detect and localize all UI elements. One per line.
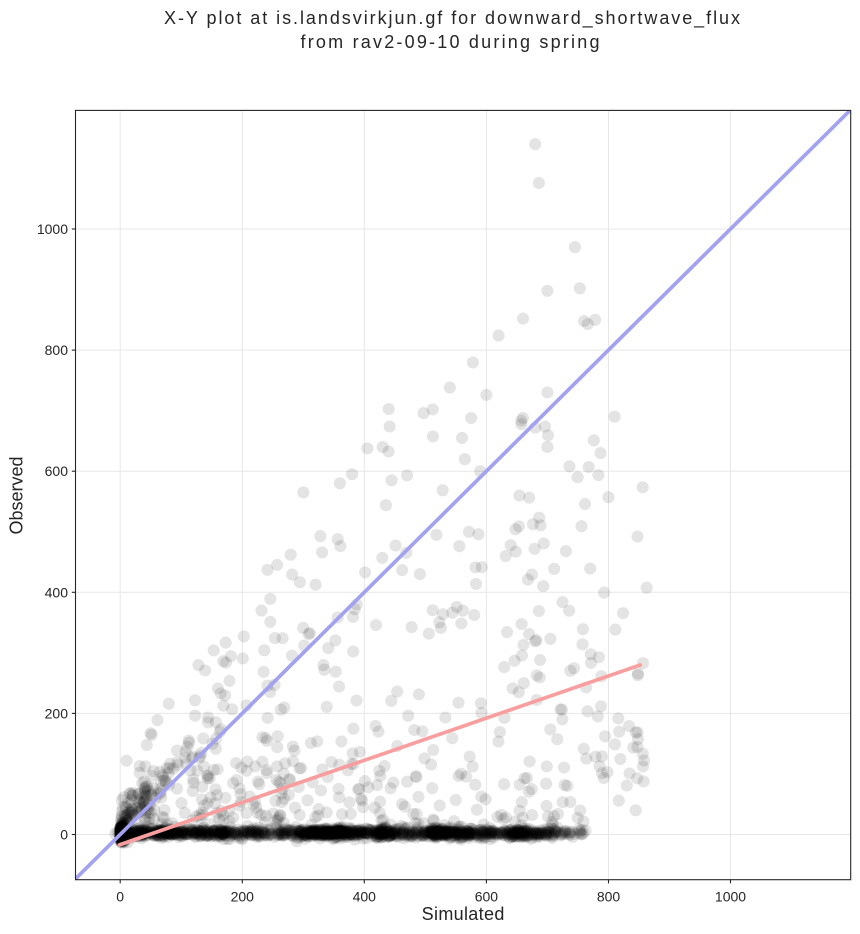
svg-text:600: 600 — [45, 463, 69, 479]
svg-text:400: 400 — [353, 889, 377, 905]
svg-text:from rav2-09-10 during spring: from rav2-09-10 during spring — [301, 32, 600, 52]
svg-text:Simulated: Simulated — [422, 904, 505, 924]
svg-text:800: 800 — [45, 342, 69, 358]
svg-text:200: 200 — [231, 889, 255, 905]
svg-text:0: 0 — [60, 827, 68, 843]
svg-text:1000: 1000 — [37, 221, 68, 237]
svg-text:600: 600 — [475, 889, 499, 905]
svg-text:X-Y plot at is.landsvirkjun.gf: X-Y plot at is.landsvirkjun.gf for downw… — [164, 8, 740, 29]
svg-text:200: 200 — [45, 705, 69, 721]
svg-text:400: 400 — [45, 584, 69, 600]
svg-text:800: 800 — [597, 889, 621, 905]
svg-text:0: 0 — [116, 889, 124, 905]
svg-text:Observed: Observed — [6, 456, 26, 534]
svg-text:1000: 1000 — [715, 889, 746, 905]
